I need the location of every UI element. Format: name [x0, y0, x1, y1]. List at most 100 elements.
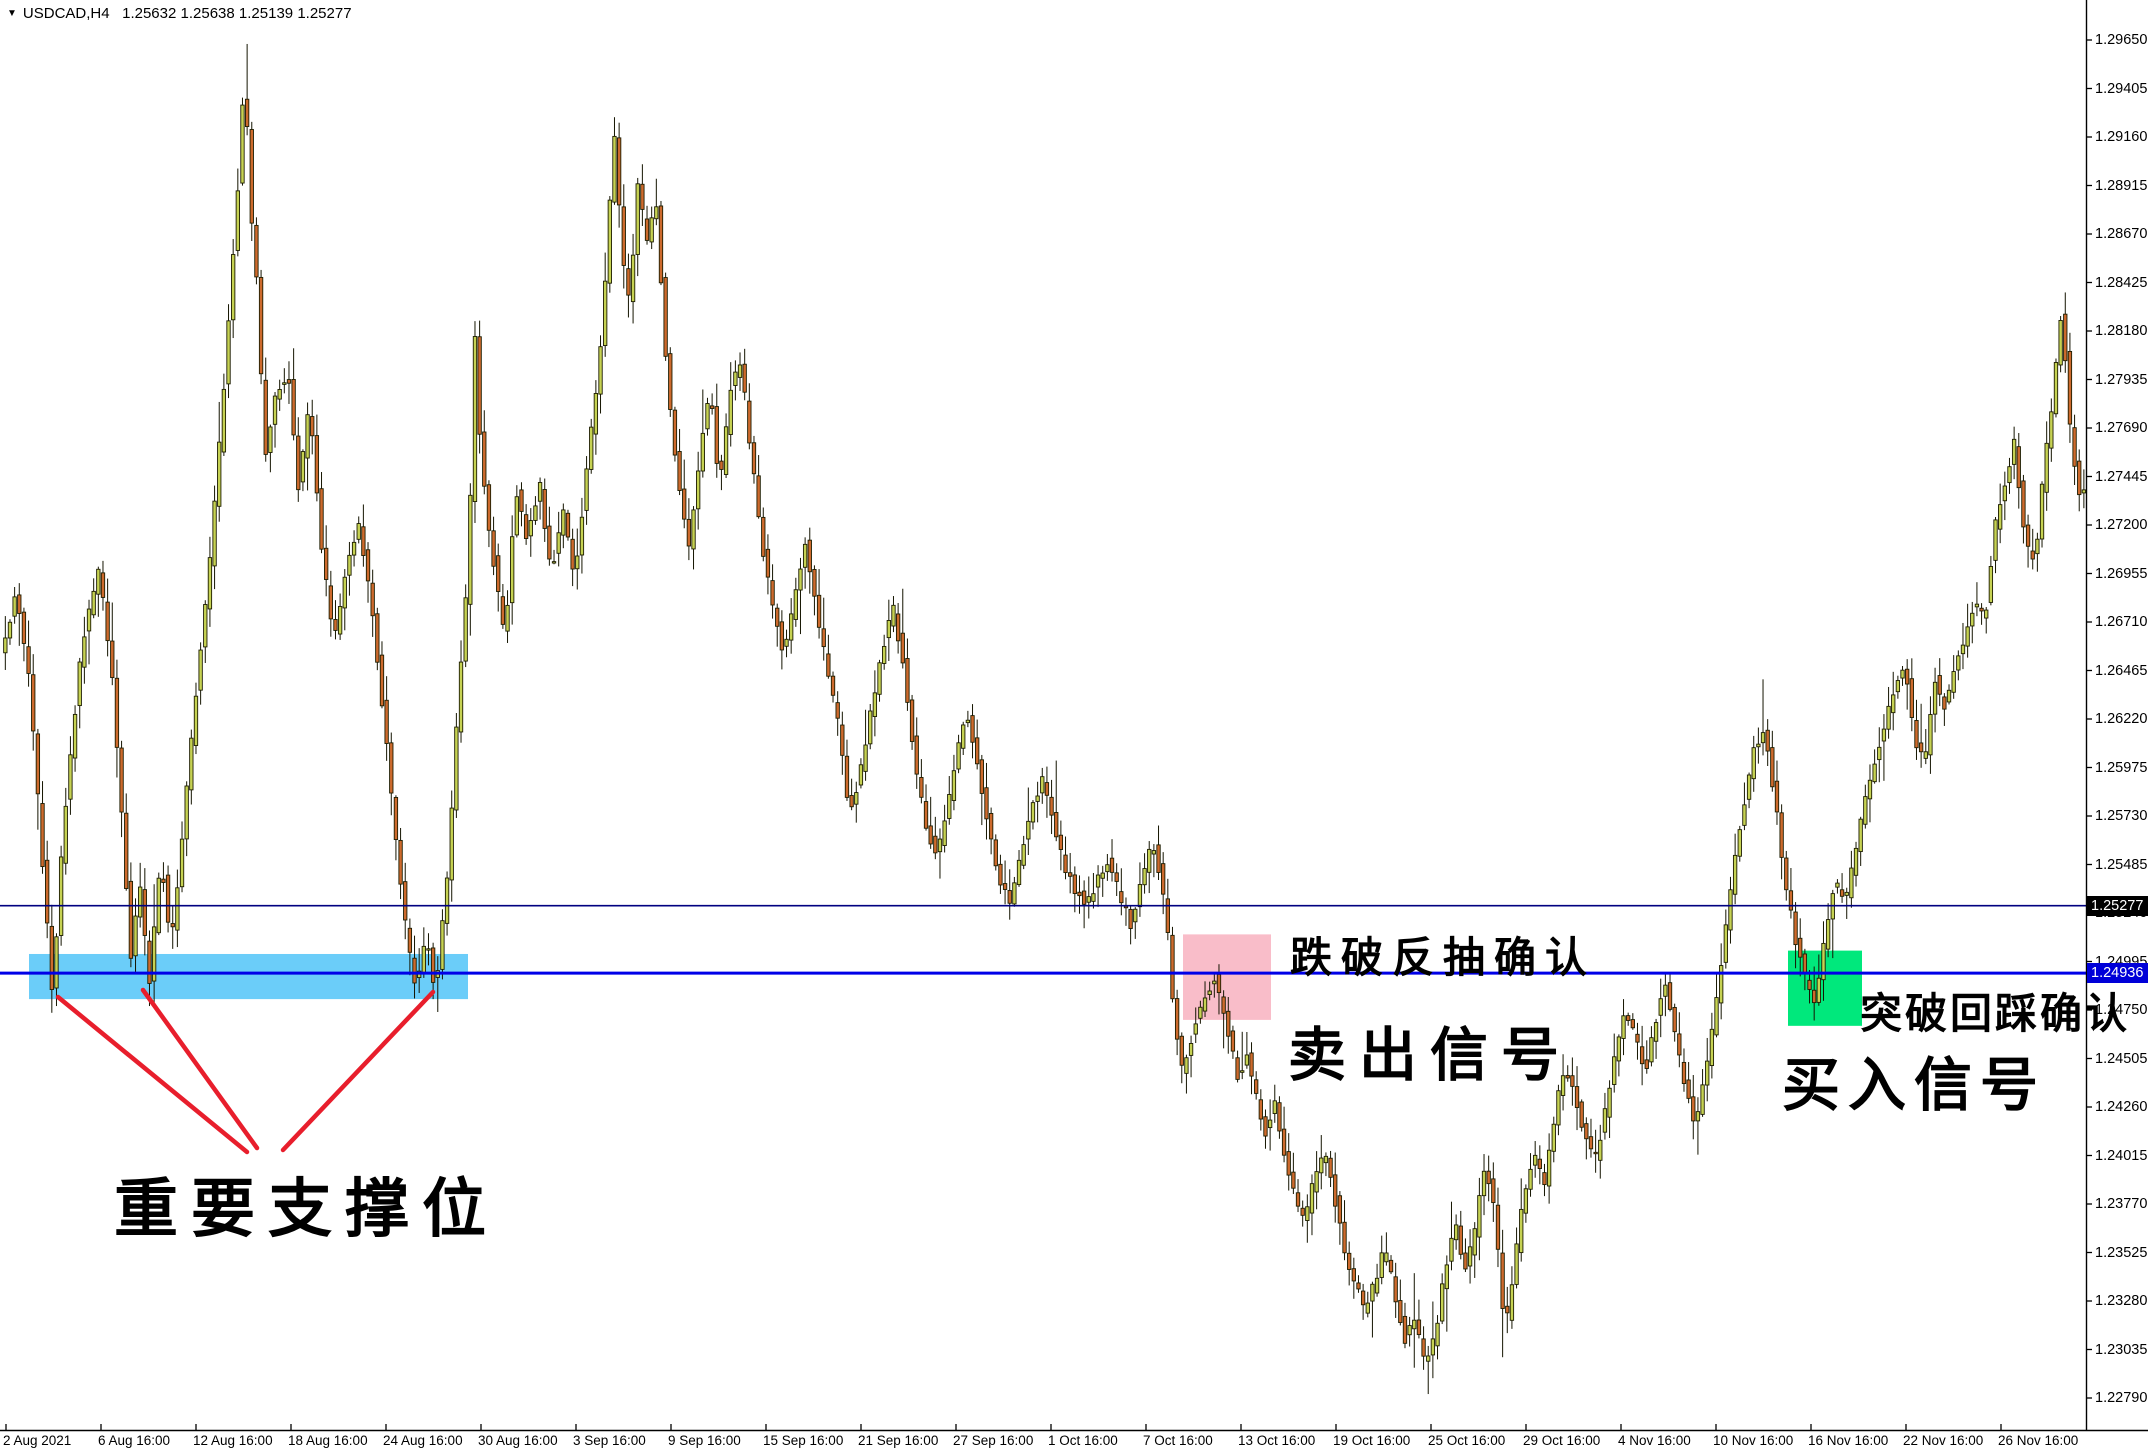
time-axis-label: 18 Aug 16:00 [288, 1433, 368, 1448]
candle-down [496, 555, 501, 592]
candle-up [723, 426, 729, 475]
candle-up [1965, 626, 1970, 647]
candle-down [1351, 1268, 1356, 1282]
candle-down [644, 218, 650, 241]
candle-up [1267, 1119, 1273, 1129]
candle-up [337, 606, 343, 635]
candle-down [1044, 782, 1050, 796]
candle-down [1356, 1282, 1361, 1290]
candle-down [895, 613, 901, 642]
candle-down [1263, 1116, 1268, 1137]
candle-down [244, 98, 250, 128]
candle-down [375, 613, 380, 663]
time-axis-label: 30 Aug 16:00 [478, 1433, 558, 1448]
candle-down [161, 878, 166, 883]
candle-up [1988, 566, 1994, 603]
candle-up [1012, 882, 1017, 905]
candle-down [105, 601, 110, 642]
candle-down [314, 435, 320, 494]
candle-down [640, 183, 645, 210]
candle-up [1705, 1060, 1710, 1086]
candle-down [1793, 911, 1798, 946]
candle-up [965, 719, 971, 724]
candle-up [240, 104, 245, 184]
candle-up [584, 468, 589, 511]
candle-down [975, 737, 980, 765]
candle-down [1058, 834, 1064, 850]
price-tick-label: 1.28425 [2095, 274, 2148, 291]
candle-up [2007, 466, 2012, 484]
candle-down [1114, 872, 1119, 882]
candle-down [1495, 1204, 1501, 1250]
candle-down [909, 699, 915, 742]
candle-up [630, 254, 636, 303]
price-axis[interactable]: 1.29650 1.29405 1.29160 1.28915 1.28670 1.284… [2086, 0, 2148, 1430]
candle-up [1816, 977, 1821, 1003]
candle-up [1412, 1319, 1417, 1330]
candle-up [72, 713, 78, 759]
candle-up [956, 742, 961, 770]
candle-down [1667, 982, 1673, 1010]
candle-up [68, 754, 73, 800]
candle-up [1700, 1084, 1705, 1115]
candle-down [286, 379, 292, 384]
price-tick-label: 1.25730 [2095, 808, 2148, 824]
candle-up [193, 695, 199, 746]
candle-down [482, 431, 487, 487]
price-tick-label: 1.24505 [2095, 1050, 2148, 1067]
candle-up [1384, 1252, 1389, 1263]
candle-down [2067, 350, 2073, 425]
candle-up [1932, 681, 1938, 715]
candle-up [1895, 680, 1901, 693]
candle-up [1193, 1023, 1198, 1035]
symbol-dropdown-icon[interactable]: ▼ [7, 8, 17, 19]
candle-down [807, 539, 812, 573]
candle-up [1305, 1206, 1310, 1221]
candle-up [82, 636, 87, 668]
candle-down [979, 759, 984, 794]
candle-down [319, 488, 324, 550]
candle-up [1728, 889, 1733, 931]
price-tick-label: 1.25485 [2095, 856, 2148, 873]
candle-down [672, 409, 678, 456]
candle-up [1598, 1139, 1603, 1161]
candle-up [877, 662, 882, 695]
support-arrow-line [280, 989, 436, 1153]
candle-down [1491, 1178, 1496, 1204]
candle-down [1584, 1123, 1589, 1140]
candle-down [742, 363, 747, 393]
candle-down [1593, 1151, 1598, 1155]
candle-up [635, 183, 640, 255]
candle-down [1398, 1300, 1403, 1323]
candle-up [1379, 1252, 1384, 1278]
candle-up [231, 254, 236, 321]
candle-up [868, 710, 873, 745]
candle-up [728, 389, 733, 435]
candle-down [1542, 1172, 1547, 1186]
candle-up [1835, 882, 1840, 888]
candle-down [361, 526, 366, 556]
candle-up [649, 217, 654, 243]
candle-down [998, 863, 1003, 886]
candle-down [119, 747, 124, 813]
candle-down [1230, 1030, 1236, 1052]
candle-up [561, 509, 566, 536]
time-axis[interactable]: 2 Aug 2021 6 Aug 16:00 12 Aug 16:00 18 Aug … [0, 1430, 2148, 1452]
candle-up [612, 135, 617, 203]
candle-up [305, 414, 310, 459]
candle-up [789, 613, 794, 641]
candle-down [1277, 1102, 1282, 1132]
candle-up [1709, 1028, 1715, 1067]
ohlc-close: 1.25277 [297, 5, 352, 22]
candle-up [203, 604, 208, 648]
candle-up [1951, 671, 1956, 693]
candle-down [1770, 747, 1775, 788]
candle-down [1416, 1319, 1422, 1336]
annotation-sell-signal: 卖出信号 [1288, 1021, 1573, 1089]
candle-down [114, 677, 120, 748]
candle-down [128, 880, 134, 959]
candle-down [17, 594, 22, 614]
candle-down [2077, 460, 2082, 496]
candle-up [1946, 689, 1952, 703]
